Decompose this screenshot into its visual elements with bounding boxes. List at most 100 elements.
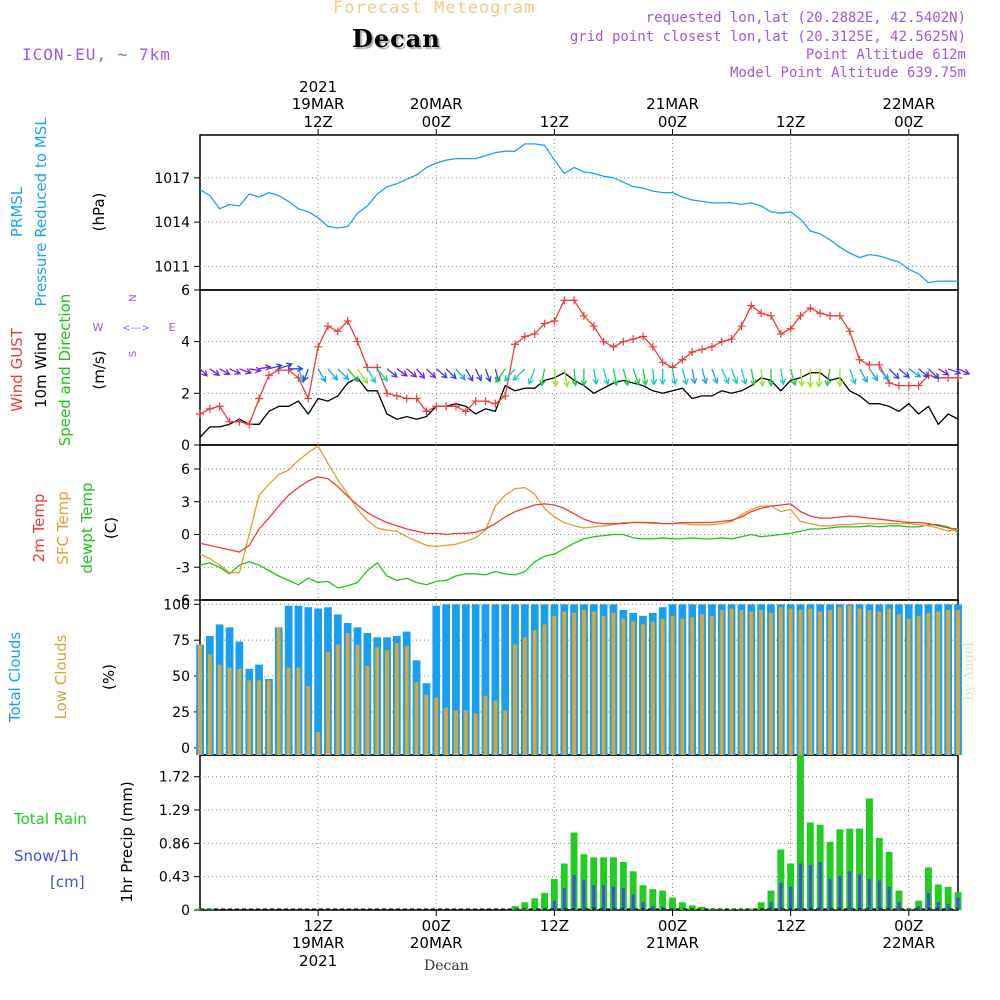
snow-bar bbox=[808, 865, 812, 910]
wind-direction-arrows bbox=[199, 362, 971, 389]
low-cloud-bar bbox=[572, 612, 576, 755]
compass-west: W bbox=[93, 321, 104, 334]
wind-gust-marker bbox=[904, 381, 913, 390]
wind-arrow bbox=[406, 368, 418, 378]
low-cloud-bar bbox=[582, 610, 586, 755]
wind-gust-marker bbox=[412, 394, 421, 403]
wind-arrow bbox=[836, 368, 844, 388]
bottom-date-label: 22MAR bbox=[882, 934, 935, 952]
wind-gust-marker bbox=[383, 389, 392, 398]
rain-bar bbox=[934, 884, 942, 910]
top-date-label: 20MAR bbox=[410, 95, 463, 113]
snow-bar bbox=[769, 902, 773, 911]
wind-arrow bbox=[495, 368, 506, 384]
temp-2m-label: 2m Temp bbox=[30, 494, 48, 563]
wind-gust-marker bbox=[481, 397, 490, 406]
wind-gust-marker bbox=[353, 337, 362, 346]
wind-arrow bbox=[445, 368, 457, 380]
wind-gust-marker bbox=[570, 296, 579, 305]
wind-arrow bbox=[563, 368, 570, 388]
wind-arrow bbox=[347, 368, 360, 383]
low-cloud-bar bbox=[690, 617, 695, 755]
snow-bar bbox=[562, 888, 566, 910]
wind-arrow bbox=[681, 368, 689, 386]
pressure-line bbox=[199, 143, 958, 284]
wind-gust-marker bbox=[629, 335, 638, 344]
wind-arrow bbox=[918, 368, 930, 378]
snow-bar bbox=[818, 862, 822, 910]
total-cloud-bar bbox=[314, 608, 322, 755]
temperature-ytick-label: -3 bbox=[176, 560, 190, 576]
wind-gust-marker bbox=[894, 381, 903, 390]
wind-arrow bbox=[258, 364, 272, 371]
wind-gust-marker bbox=[540, 319, 549, 328]
wind-gust-marker bbox=[589, 322, 598, 331]
clouds-ytick-label: 50 bbox=[172, 669, 190, 685]
wind-gust-marker bbox=[865, 360, 874, 369]
snow-bar bbox=[799, 863, 802, 910]
bottom-hour-label: 12Z bbox=[776, 917, 805, 935]
low-cloud-bar bbox=[552, 615, 557, 755]
low-cloud-bar bbox=[414, 681, 419, 755]
rain-bar bbox=[846, 828, 854, 910]
wind-gust-marker bbox=[835, 311, 844, 320]
wind-arrow bbox=[859, 368, 868, 384]
low-cloud-bar bbox=[709, 615, 714, 755]
bottom-hour-label: 00Z bbox=[894, 917, 923, 935]
low-cloud-bar bbox=[444, 707, 448, 755]
requested-point: requested lon,lat (20.2882E, 42.5402N) bbox=[645, 10, 966, 26]
wind-arrow bbox=[957, 368, 971, 375]
total-cloud-bar bbox=[481, 604, 490, 755]
model-point-altitude: Model Point Altitude 639.75m bbox=[729, 65, 966, 81]
rain-bar bbox=[777, 849, 785, 910]
wind-gust-marker bbox=[343, 317, 352, 325]
low-cloud-bar bbox=[237, 668, 242, 755]
rain-bar bbox=[541, 893, 548, 910]
rain-bar bbox=[678, 902, 686, 911]
compass-arrows: <---> bbox=[122, 323, 150, 334]
clouds-low-label: Low Clouds bbox=[52, 634, 70, 719]
temperature-ytick-label: 3 bbox=[181, 495, 190, 511]
wind-gust-marker bbox=[707, 342, 716, 351]
snow-bar bbox=[936, 902, 940, 911]
wind-arrow bbox=[721, 368, 730, 385]
rain-bar bbox=[718, 909, 726, 910]
low-cloud-bar bbox=[719, 610, 724, 755]
wind-gust-label: Wind GUST bbox=[8, 327, 26, 412]
snow-bar bbox=[848, 871, 852, 911]
low-cloud-bar bbox=[522, 637, 527, 755]
wind-gust-marker bbox=[402, 394, 411, 403]
snow-bar bbox=[887, 886, 891, 911]
low-cloud-bar bbox=[946, 610, 951, 755]
temperature-ytick-label: 0 bbox=[181, 528, 190, 544]
precip-snow-label: Snow/1h bbox=[14, 847, 79, 865]
snow-bar bbox=[867, 879, 871, 910]
low-cloud-bar bbox=[227, 667, 232, 755]
low-cloud-bar bbox=[867, 610, 872, 755]
temperature-ytick-label: -6 bbox=[176, 593, 190, 609]
product-title: Forecast Meteogram bbox=[333, 0, 536, 18]
wind-gust-marker bbox=[501, 391, 510, 400]
wind-ytick-label: 2 bbox=[181, 386, 190, 402]
clouds-unit: (%) bbox=[100, 664, 118, 690]
wind-gust-marker bbox=[599, 337, 608, 346]
wind-arrow bbox=[888, 368, 900, 380]
wind-arrow bbox=[671, 368, 678, 386]
low-cloud-bar bbox=[828, 610, 832, 755]
low-cloud-bar bbox=[365, 666, 370, 755]
wind-gust-marker bbox=[304, 394, 313, 403]
precip-rain-label: Total Rain bbox=[13, 810, 87, 828]
pressure-ytick-label: 1017 bbox=[154, 171, 190, 187]
wind-gust-marker bbox=[530, 329, 539, 338]
low-cloud-bar bbox=[562, 611, 567, 755]
low-cloud-bar bbox=[759, 610, 763, 755]
wind-ytick-label: 4 bbox=[181, 335, 190, 351]
wind-gust-marker bbox=[520, 332, 529, 341]
temperature-ytick-label: 6 bbox=[181, 462, 190, 478]
wind-gust-marker bbox=[363, 363, 372, 372]
wind-gust-marker bbox=[471, 397, 480, 406]
wind-gust-marker bbox=[638, 332, 647, 341]
rain-bar bbox=[669, 897, 676, 910]
rain-bar bbox=[757, 902, 765, 911]
